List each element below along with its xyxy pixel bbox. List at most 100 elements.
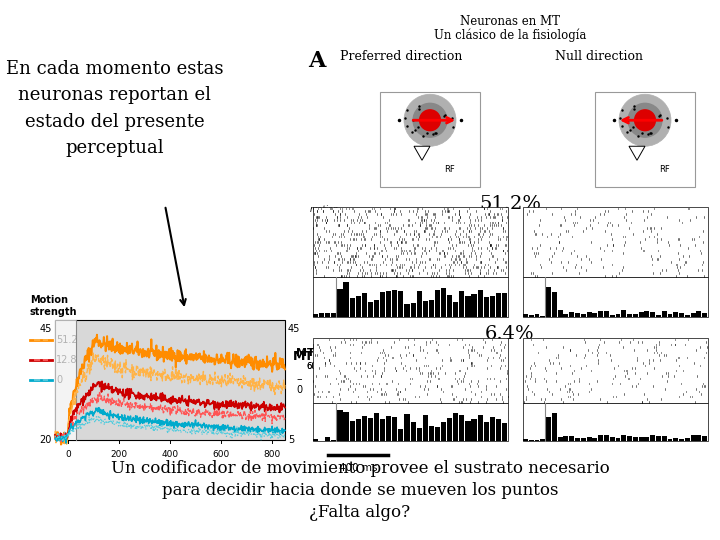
- Bar: [546, 287, 551, 317]
- Bar: [610, 436, 615, 441]
- Text: A: A: [308, 50, 325, 72]
- Bar: [453, 302, 459, 317]
- Bar: [540, 316, 545, 317]
- Text: Un clásico de la fisiología: Un clásico de la fisiología: [434, 28, 586, 42]
- Bar: [604, 310, 609, 317]
- Bar: [313, 277, 508, 317]
- Bar: [313, 403, 508, 441]
- Bar: [319, 313, 324, 317]
- Bar: [540, 439, 545, 441]
- Bar: [447, 418, 452, 441]
- Bar: [374, 413, 379, 441]
- Bar: [593, 438, 598, 441]
- Bar: [581, 437, 586, 441]
- Bar: [610, 315, 615, 317]
- Text: Null direction: Null direction: [555, 50, 643, 63]
- Bar: [338, 289, 343, 317]
- Bar: [423, 415, 428, 441]
- Bar: [350, 298, 355, 317]
- Text: 51.2: 51.2: [56, 335, 78, 345]
- Polygon shape: [414, 146, 430, 160]
- Bar: [702, 313, 707, 317]
- Bar: [570, 436, 574, 441]
- Text: 400 ms: 400 ms: [338, 463, 377, 473]
- Bar: [338, 410, 343, 441]
- Text: RF: RF: [444, 165, 455, 174]
- Bar: [313, 439, 318, 441]
- Text: MT: MT: [296, 348, 315, 358]
- Bar: [410, 303, 415, 317]
- Bar: [325, 313, 330, 317]
- Bar: [331, 440, 336, 441]
- Bar: [673, 312, 678, 317]
- Bar: [435, 427, 440, 441]
- Bar: [633, 314, 638, 317]
- Bar: [534, 314, 539, 317]
- Bar: [441, 422, 446, 441]
- Bar: [644, 437, 649, 441]
- Bar: [633, 437, 638, 441]
- Bar: [325, 437, 330, 441]
- Bar: [621, 435, 626, 441]
- Bar: [417, 292, 422, 317]
- Bar: [368, 418, 373, 441]
- Bar: [656, 436, 661, 441]
- Text: 20: 20: [40, 435, 52, 445]
- Text: 0: 0: [296, 385, 302, 395]
- Bar: [627, 436, 632, 441]
- Bar: [502, 423, 507, 441]
- Bar: [621, 310, 626, 317]
- Circle shape: [628, 103, 662, 137]
- Bar: [459, 291, 464, 317]
- Bar: [350, 421, 355, 441]
- Bar: [564, 436, 568, 441]
- Text: 600: 600: [212, 450, 230, 459]
- Bar: [575, 438, 580, 441]
- Bar: [528, 315, 534, 317]
- Circle shape: [404, 94, 456, 146]
- Bar: [528, 440, 534, 441]
- Bar: [696, 311, 701, 317]
- Text: 45: 45: [288, 324, 300, 334]
- Text: 800: 800: [264, 450, 281, 459]
- Bar: [587, 437, 592, 441]
- Text: 12.8: 12.8: [56, 355, 78, 365]
- Bar: [702, 436, 707, 441]
- Bar: [429, 300, 434, 317]
- Bar: [575, 313, 580, 317]
- Bar: [581, 314, 586, 317]
- Bar: [570, 312, 574, 317]
- Bar: [662, 436, 667, 441]
- Bar: [459, 415, 464, 441]
- Bar: [587, 312, 592, 317]
- Bar: [331, 313, 336, 317]
- Bar: [477, 415, 482, 441]
- Bar: [595, 92, 695, 187]
- Bar: [386, 291, 391, 317]
- Bar: [523, 314, 528, 317]
- Bar: [490, 416, 495, 441]
- Bar: [374, 300, 379, 317]
- Bar: [639, 312, 644, 317]
- Bar: [55, 320, 285, 440]
- Bar: [656, 315, 661, 317]
- Text: Neuronas en MT: Neuronas en MT: [460, 15, 560, 28]
- Bar: [343, 411, 348, 441]
- Text: para decidir hacia donde se mueven los puntos: para decidir hacia donde se mueven los p…: [162, 482, 558, 499]
- Bar: [496, 418, 501, 441]
- Bar: [523, 338, 708, 403]
- Text: RF: RF: [659, 165, 670, 174]
- Bar: [523, 277, 708, 317]
- Bar: [679, 439, 684, 441]
- Text: –: –: [296, 374, 302, 384]
- Bar: [598, 312, 603, 317]
- Text: 6.4%: 6.4%: [485, 325, 535, 343]
- Text: ¿Falta algo?: ¿Falta algo?: [310, 504, 410, 521]
- Bar: [650, 435, 655, 441]
- Text: 0: 0: [56, 375, 62, 385]
- Text: En cada momento estas
neuronas reportan el
estado del presente
perceptual: En cada momento estas neuronas reportan …: [6, 60, 224, 157]
- Text: 51.2%: 51.2%: [479, 195, 541, 213]
- Text: 200: 200: [110, 450, 127, 459]
- Bar: [465, 296, 471, 317]
- Bar: [429, 426, 434, 441]
